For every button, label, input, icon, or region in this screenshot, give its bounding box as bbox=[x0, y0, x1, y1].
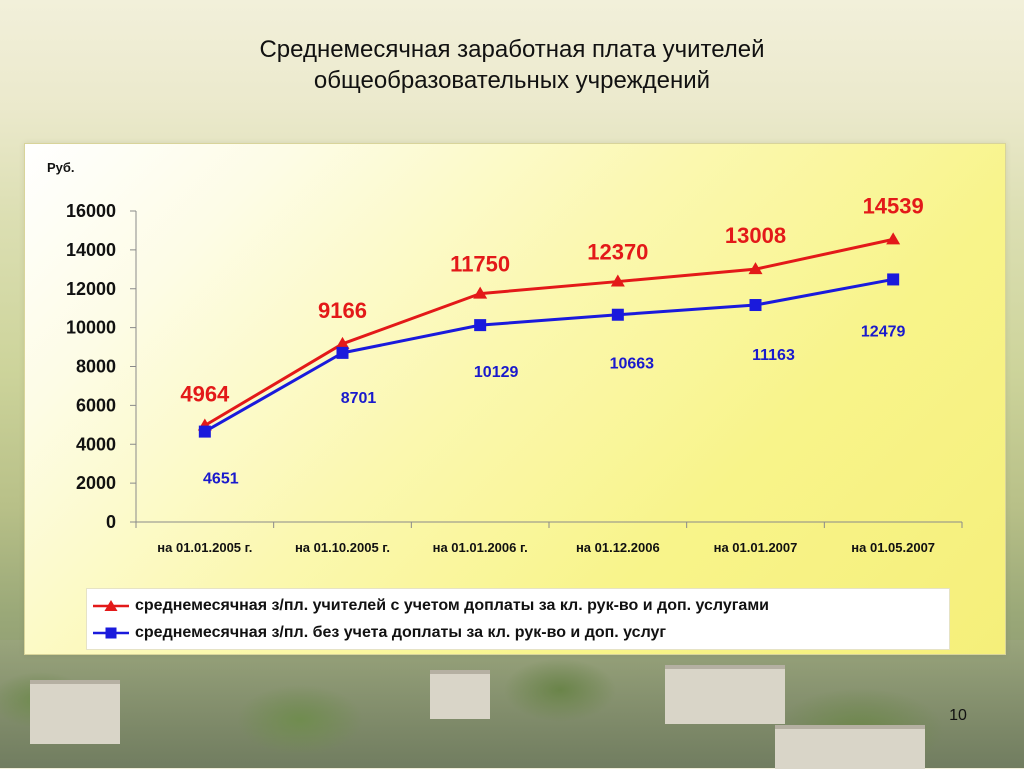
data-point-marker-s1 bbox=[473, 286, 488, 299]
data-label-s1: 11750 bbox=[450, 252, 510, 277]
data-label-s1: 12370 bbox=[587, 240, 648, 265]
slide-title: Среднемесячная заработная плата учителей… bbox=[0, 34, 1024, 96]
data-point-marker-s1 bbox=[886, 232, 901, 245]
y-tick-label: 8000 bbox=[76, 357, 116, 377]
x-tick-label: на 01.01.2007 bbox=[714, 540, 798, 555]
page-number: 10 bbox=[949, 707, 967, 724]
legend-label-with-bonus: среднемесячная з/пл. учителей с учетом д… bbox=[135, 597, 769, 614]
y-tick-label: 12000 bbox=[66, 279, 116, 299]
background-city-photo bbox=[0, 640, 1024, 769]
series-line-2 bbox=[204, 277, 894, 433]
slide-title-line2: общеобразовательных учреждений bbox=[313, 67, 711, 94]
data-label-s2: 4651 bbox=[203, 471, 239, 488]
x-tick-label: на 01.01.2005 г. bbox=[157, 540, 252, 555]
legend-label-without-bonus: среднемесячная з/пл. без учета доплаты з… bbox=[135, 624, 667, 641]
background-building bbox=[775, 725, 925, 769]
x-tick-label: на 01.10.2005 г. bbox=[295, 540, 390, 555]
x-tick-label: на 01.12.2006 bbox=[576, 540, 660, 555]
y-tick-label: 6000 bbox=[76, 395, 116, 415]
chart-panel bbox=[24, 143, 1006, 655]
y-tick-label: 14000 bbox=[66, 240, 116, 260]
slide-title-line1: Среднемесячная заработная плата учителей bbox=[259, 36, 765, 63]
legend-marker-triangle-icon bbox=[93, 600, 129, 611]
data-label-s2: 10663 bbox=[610, 356, 655, 373]
data-label-s1: 14539 bbox=[863, 193, 924, 218]
series-line-1 bbox=[204, 237, 894, 427]
legend-marker-square-icon bbox=[93, 627, 129, 639]
y-tick-label: 2000 bbox=[76, 473, 116, 493]
background-building bbox=[30, 680, 120, 744]
data-point-marker-s2 bbox=[336, 346, 349, 359]
data-label-s2: 8701 bbox=[341, 390, 377, 407]
y-tick-label: 4000 bbox=[76, 434, 116, 454]
data-point-marker-s2 bbox=[198, 425, 211, 438]
y-tick-label: 0 bbox=[106, 512, 116, 532]
data-label-s2: 10129 bbox=[474, 364, 519, 381]
data-label-s2: 11163 bbox=[752, 347, 795, 364]
data-label-s1: 13008 bbox=[725, 223, 786, 248]
background-building bbox=[665, 665, 785, 724]
chart-legend: среднемесячная з/пл. учителей с учетом д… bbox=[86, 588, 950, 650]
data-label-s1: 4964 bbox=[180, 382, 230, 407]
background-building bbox=[430, 670, 490, 719]
data-label-s1: 9166 bbox=[318, 298, 367, 323]
data-point-marker-s2 bbox=[887, 273, 900, 286]
y-axis-unit-label: Руб. bbox=[47, 160, 75, 175]
x-tick-label: на 01.01.2006 г. bbox=[433, 540, 528, 555]
data-point-marker-s2 bbox=[611, 308, 624, 321]
data-point-marker-s2 bbox=[749, 299, 762, 312]
data-point-marker-s1 bbox=[610, 274, 625, 287]
x-tick-label: на 01.05.2007 bbox=[851, 540, 935, 555]
data-point-marker-s2 bbox=[474, 319, 487, 332]
data-point-marker-s1 bbox=[335, 336, 350, 349]
data-point-marker-s1 bbox=[748, 262, 763, 275]
legend-item-with-bonus: среднемесячная з/пл. учителей с учетом д… bbox=[93, 593, 769, 619]
data-label-s2: 12479 bbox=[861, 323, 906, 340]
legend-item-without-bonus: среднемесячная з/пл. без учета доплаты з… bbox=[93, 620, 666, 646]
y-tick-label: 16000 bbox=[66, 201, 116, 221]
y-tick-label: 10000 bbox=[66, 318, 116, 338]
